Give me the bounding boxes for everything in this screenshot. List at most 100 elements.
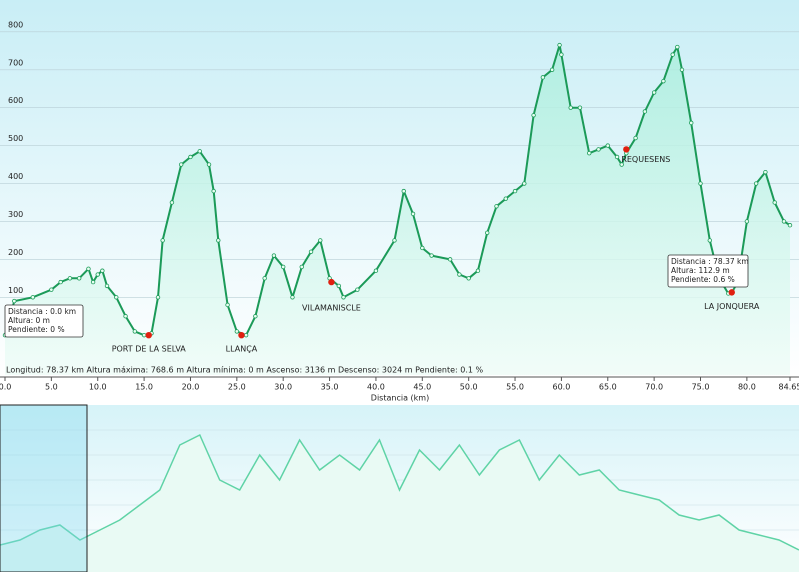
- tooltip-box: [667, 254, 749, 288]
- x-tick-label: 0.0: [0, 383, 11, 392]
- waypoint: [623, 146, 630, 153]
- track-point: [95, 272, 100, 277]
- waypoint: [728, 289, 735, 296]
- x-tick-label: 40.0: [367, 383, 385, 392]
- track-point: [318, 238, 323, 243]
- overview-area: [0, 435, 799, 572]
- waypoint-label: LA JONQUERA: [704, 302, 760, 311]
- track-point: [633, 135, 638, 141]
- track-point: [494, 204, 499, 209]
- track-point: [549, 67, 555, 72]
- x-tick-label: 75.0: [692, 383, 710, 392]
- track-point: [577, 105, 583, 110]
- track-point: [123, 314, 128, 319]
- overview-selection[interactable]: [0, 404, 88, 573]
- track-point: [651, 90, 657, 95]
- y-tick-label: 700: [8, 58, 23, 67]
- track-point: [466, 276, 471, 281]
- track-point: [90, 279, 96, 285]
- y-tick-label: 100: [8, 286, 23, 295]
- track-point: [763, 169, 768, 175]
- waypoint-label: VILAMANISCLE: [302, 304, 361, 313]
- y-tick-label: 400: [8, 172, 23, 181]
- track-point: [457, 272, 462, 277]
- elevation-area: [5, 45, 790, 375]
- track-point: [447, 257, 453, 262]
- tooltip-line: Pendiente: 0 %: [8, 325, 65, 334]
- track-point: [299, 264, 304, 270]
- waypoint-label: LLANÇA: [226, 345, 258, 354]
- tooltip-line: Pendiente: 0.6 %: [671, 275, 735, 284]
- track-point: [420, 245, 425, 251]
- track-point: [587, 150, 592, 156]
- track-point: [141, 332, 147, 338]
- track-point: [86, 266, 91, 272]
- track-point: [100, 268, 105, 273]
- track-point: [605, 143, 610, 148]
- track-point: [698, 181, 703, 186]
- x-tick-label: 10.0: [89, 383, 107, 392]
- track-point: [234, 329, 240, 334]
- tooltip-line: Altura: 0 m: [8, 316, 50, 325]
- track-point: [753, 181, 759, 186]
- x-tick-label: 45.0: [413, 383, 431, 392]
- track-point: [188, 154, 193, 160]
- tooltip-line: Distancia : 78.37 km: [671, 257, 749, 266]
- track-point: [661, 78, 666, 84]
- track-point: [531, 113, 536, 118]
- track-point: [675, 44, 680, 50]
- track-point: [160, 238, 165, 243]
- track-point: [642, 109, 648, 114]
- track-point: [781, 219, 787, 224]
- x-tick-label: 25.0: [228, 383, 246, 392]
- overview: [0, 429, 799, 572]
- y-tick-label: 500: [8, 134, 23, 143]
- y-tick-label: 800: [8, 20, 23, 29]
- main-plot: 100 200 300 400 500 600 700 800 0.0 5.0 10.0 15.0 20…: [0, 20, 799, 392]
- stats: Longitud: 78.37 km Altura máxima: 768.6 …: [6, 366, 484, 375]
- track-point: [475, 268, 481, 273]
- x-tick-label: 5.0: [45, 383, 58, 392]
- track-point: [271, 253, 277, 258]
- track-point: [373, 268, 379, 273]
- track-point: [744, 219, 750, 224]
- track-point: [772, 200, 777, 205]
- track-point: [308, 249, 314, 254]
- track-point: [410, 211, 416, 217]
- track-point: [707, 238, 712, 243]
- y-tick-label: 300: [8, 210, 23, 219]
- track-point: [114, 295, 119, 300]
- track-point: [485, 230, 490, 236]
- y-tick-label: 600: [8, 96, 23, 105]
- x-axis-title: Distancia (km): [371, 394, 429, 403]
- track-point: [503, 196, 508, 201]
- track-point: [540, 75, 546, 80]
- track-point: [679, 67, 685, 72]
- x-tick-label: 35.0: [321, 383, 339, 392]
- track-point: [67, 276, 73, 281]
- track-point: [262, 276, 267, 281]
- track-point: [559, 52, 564, 57]
- x-tick-label: 50.0: [460, 383, 478, 392]
- track-point: [49, 287, 54, 292]
- tooltip-box: [4, 304, 84, 338]
- track-point: [596, 147, 601, 152]
- x-tick-label: 55.0: [506, 383, 524, 392]
- track-point: [76, 276, 82, 281]
- track-point: [225, 302, 230, 308]
- waypoint: [238, 331, 245, 339]
- track-point: [216, 238, 221, 243]
- track-point: [12, 298, 17, 304]
- x-tick-label: 84.65: [779, 383, 799, 392]
- x-tick-label: 20.0: [182, 383, 200, 392]
- overview-line: [0, 433, 799, 551]
- x-tick-label: 15.0: [135, 383, 153, 392]
- waypoint: [145, 331, 152, 339]
- track-point: [155, 295, 161, 300]
- track-point: [689, 120, 694, 126]
- track-point: [392, 238, 397, 243]
- waypoint-label: PORT DE LA SELVA: [112, 345, 187, 354]
- track-point: [522, 181, 527, 186]
- y-tick-label: 200: [8, 248, 23, 257]
